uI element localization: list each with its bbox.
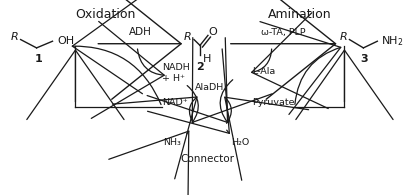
Text: Amination: Amination (268, 8, 331, 21)
Text: Oxidation: Oxidation (75, 8, 136, 21)
Text: ω-TA, PLP: ω-TA, PLP (261, 28, 306, 37)
Text: 3: 3 (360, 54, 368, 64)
Text: O: O (208, 27, 217, 37)
Text: L-Ala: L-Ala (252, 67, 275, 76)
Text: OH: OH (58, 36, 75, 46)
Text: NADH
+ H⁺: NADH + H⁺ (162, 63, 190, 83)
Text: R: R (184, 32, 192, 42)
Text: NAD⁺: NAD⁺ (162, 98, 188, 107)
Text: 1: 1 (35, 54, 42, 64)
Text: NH₃: NH₃ (163, 138, 181, 147)
Text: AlaDH: AlaDH (195, 83, 224, 92)
Text: ADH: ADH (129, 27, 152, 37)
Text: Pyruvate: Pyruvate (252, 98, 294, 107)
Text: NH$_2$: NH$_2$ (381, 34, 404, 48)
Text: H: H (203, 54, 211, 64)
Text: R: R (11, 32, 18, 42)
Text: 2: 2 (196, 62, 204, 72)
Text: H₂O: H₂O (231, 138, 249, 147)
Text: R: R (339, 32, 347, 42)
Text: Connector: Connector (180, 154, 234, 164)
